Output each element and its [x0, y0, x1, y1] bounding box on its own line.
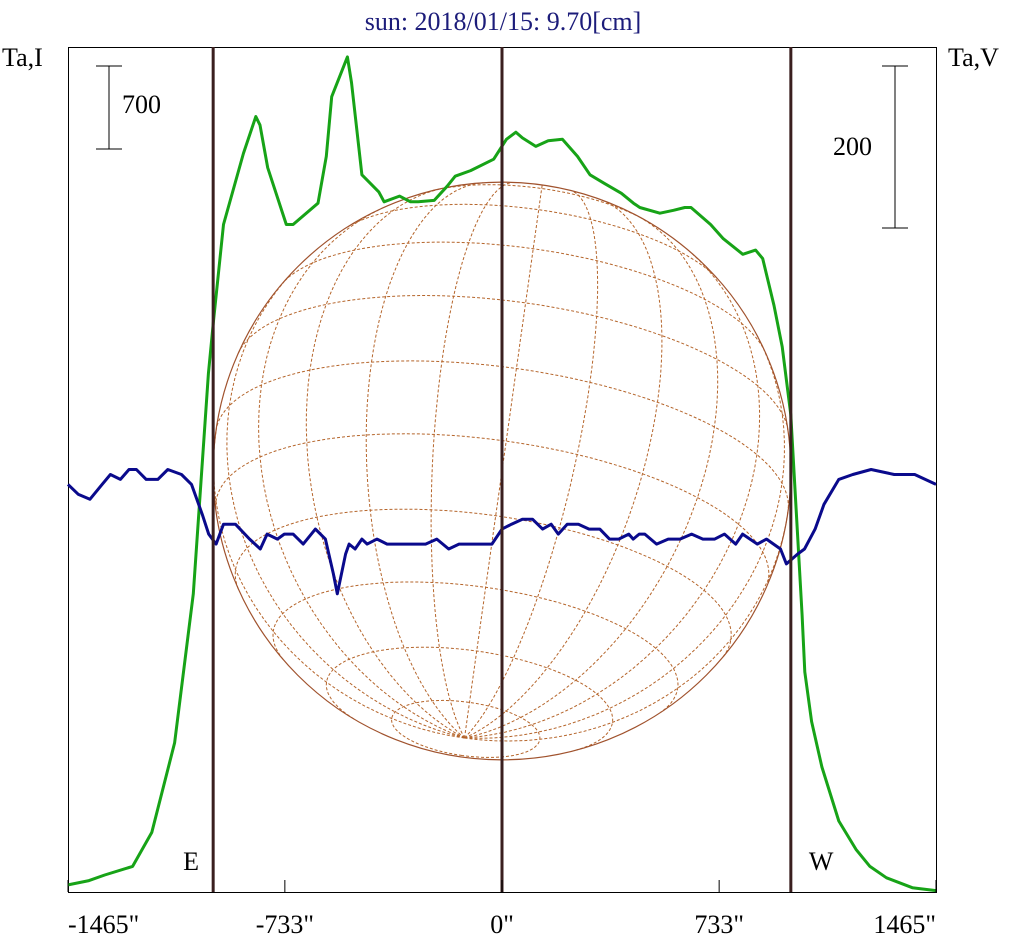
x-tick-label: -733": [256, 910, 314, 939]
longitude-line: [464, 184, 543, 739]
longitude-line: [226, 270, 465, 739]
longitude-line: [258, 208, 465, 739]
longitude-line: [213, 430, 465, 739]
right-scale-label: 200: [833, 132, 872, 161]
latitude-line: [432, 184, 646, 221]
limb-marker-label: E: [183, 847, 199, 876]
left-scale-label: 700: [122, 90, 161, 119]
latitude-line: [391, 699, 541, 758]
latitude-line: [234, 508, 732, 658]
right-axis-label: Ta,V: [948, 43, 999, 72]
series-group: [66, 55, 937, 893]
right-scale-bar: [882, 65, 908, 229]
longitude-line: [464, 198, 663, 739]
x-ticks: -1465" -733" 0" 733" 1465": [67, 880, 937, 939]
series-polarization-line: [66, 468, 937, 596]
x-tick-label: -1465": [68, 910, 139, 939]
latitude-line: [215, 433, 770, 585]
x-tick-label: 1465": [873, 910, 936, 939]
longitude-line: [365, 182, 484, 739]
longitude-line: [464, 190, 599, 739]
x-tick-label: 733": [694, 910, 744, 939]
longitude-line: [430, 182, 512, 739]
latitude-line: [347, 203, 718, 280]
left-scale-bar: [96, 65, 122, 150]
longitude-line: [464, 511, 789, 742]
latitude-line: [284, 241, 764, 349]
x-tick-label: 0": [490, 910, 514, 939]
chart-title: sun: 2018/01/15: 9.70[cm]: [365, 7, 642, 36]
limb-marker-label: W: [809, 847, 834, 876]
latitude-line: [237, 294, 789, 431]
longitude-line: [464, 335, 785, 739]
series-intensity-line: [67, 55, 937, 893]
latitude-line: [215, 360, 789, 512]
left-axis-label: Ta,I: [2, 43, 43, 72]
longitude-line: [464, 252, 761, 739]
latitude-line: [272, 581, 679, 713]
